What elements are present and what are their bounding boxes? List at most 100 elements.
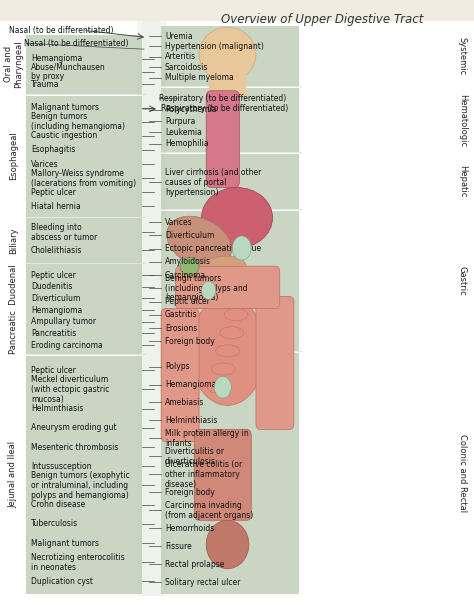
Text: Helminthiasis: Helminthiasis	[31, 404, 83, 413]
Text: Gastritis: Gastritis	[165, 310, 198, 319]
Text: Foreign body: Foreign body	[165, 337, 215, 345]
Text: Multiple myeloma: Multiple myeloma	[165, 73, 234, 82]
Bar	[161, 88, 299, 152]
Text: Hemangioma: Hemangioma	[165, 380, 216, 389]
Bar	[161, 211, 299, 351]
Text: Jejunal and Ileal: Jejunal and Ileal	[9, 442, 18, 508]
Text: Hemangioma: Hemangioma	[31, 306, 82, 315]
Text: Respiratory (to be differentiated): Respiratory (to be differentiated)	[159, 94, 286, 103]
Text: Malignant tumors: Malignant tumors	[31, 103, 99, 112]
Text: Pancreatic  Duodenal: Pancreatic Duodenal	[9, 264, 18, 354]
Text: Carcinoma: Carcinoma	[165, 270, 206, 280]
Circle shape	[232, 236, 251, 260]
Text: Benign tumors
(including polyps and
hemangioma): Benign tumors (including polyps and hema…	[165, 274, 247, 302]
Text: Varices: Varices	[165, 218, 192, 226]
Text: Hemophilia: Hemophilia	[165, 139, 209, 148]
Text: Systemic: Systemic	[458, 37, 466, 75]
Text: Sarcoidosis: Sarcoidosis	[165, 63, 209, 72]
Text: Diverticulum: Diverticulum	[31, 294, 80, 303]
Text: Esophageal: Esophageal	[9, 132, 18, 180]
Text: Solitary rectal ulcer: Solitary rectal ulcer	[165, 578, 240, 587]
Text: Amyloidosis: Amyloidosis	[165, 257, 211, 266]
FancyBboxPatch shape	[194, 430, 251, 520]
Text: Bleeding into
abscess or tumor: Bleeding into abscess or tumor	[31, 223, 97, 241]
Text: Foreign body: Foreign body	[165, 488, 215, 497]
Ellipse shape	[201, 188, 273, 248]
Text: Arteritis: Arteritis	[165, 53, 196, 61]
Text: Aneurysm eroding gut: Aneurysm eroding gut	[31, 424, 117, 433]
Text: Diverticulitis or
diverticulosis: Diverticulitis or diverticulosis	[165, 447, 224, 466]
Text: Nasal (to be differentiated): Nasal (to be differentiated)	[24, 39, 128, 48]
Text: Abuse/Munchausen
by proxy: Abuse/Munchausen by proxy	[31, 62, 106, 81]
Text: Crohn disease: Crohn disease	[31, 500, 85, 509]
Text: Tuberculosis: Tuberculosis	[31, 519, 78, 528]
Text: Esophagitis: Esophagitis	[31, 145, 75, 154]
Text: Caustic ingestion: Caustic ingestion	[31, 131, 97, 140]
Text: Cholelithiasis: Cholelithiasis	[31, 246, 82, 255]
Bar	[161, 26, 299, 86]
FancyBboxPatch shape	[161, 309, 199, 442]
Ellipse shape	[167, 216, 231, 268]
Text: Leukemia: Leukemia	[165, 128, 202, 137]
Circle shape	[214, 376, 231, 398]
Text: Mesenteric thrombosis: Mesenteric thrombosis	[31, 442, 118, 451]
Text: Liver cirrhosis (and other
causes of portal
hypertension): Liver cirrhosis (and other causes of por…	[165, 168, 261, 197]
Text: Hypertension (malignant): Hypertension (malignant)	[165, 42, 264, 51]
Text: Purpura: Purpura	[165, 117, 195, 125]
Bar	[26, 96, 142, 217]
FancyBboxPatch shape	[256, 296, 294, 430]
Text: Polycythemia: Polycythemia	[165, 105, 216, 114]
FancyBboxPatch shape	[206, 91, 239, 188]
Text: Peptic ulcer: Peptic ulcer	[165, 297, 210, 306]
Bar	[142, 21, 161, 596]
Text: Ectopic pancreatic tissue: Ectopic pancreatic tissue	[165, 244, 261, 253]
Text: Hematologic: Hematologic	[458, 94, 466, 146]
Bar	[26, 35, 142, 94]
Text: Respiratory (to be differentiated): Respiratory (to be differentiated)	[161, 105, 288, 113]
Text: Pancreatitis: Pancreatitis	[31, 329, 76, 338]
Text: Peptic ulcer: Peptic ulcer	[31, 270, 76, 280]
Circle shape	[201, 281, 216, 299]
Text: Trauma: Trauma	[31, 80, 59, 89]
Ellipse shape	[206, 520, 249, 569]
Text: Fissure: Fissure	[165, 541, 191, 551]
Text: Benign tumors
(including hemangioma): Benign tumors (including hemangioma)	[31, 113, 125, 131]
Text: Uremia: Uremia	[165, 31, 192, 41]
Text: Duplication cyst: Duplication cyst	[31, 577, 93, 586]
Text: Intussusception: Intussusception	[31, 462, 91, 471]
Text: Hemorrhoids: Hemorrhoids	[165, 524, 214, 533]
Text: Hemangioma: Hemangioma	[31, 54, 82, 64]
Text: Diverticulum: Diverticulum	[165, 231, 214, 240]
Bar	[161, 154, 299, 209]
Text: Carcinoma invading
(from adjacent organs): Carcinoma invading (from adjacent organs…	[165, 501, 253, 520]
Text: Erosions: Erosions	[165, 324, 197, 333]
Text: Gastric: Gastric	[458, 266, 466, 296]
Text: Milk protein allergy in
infants: Milk protein allergy in infants	[165, 429, 249, 448]
Text: Peptic ulcer: Peptic ulcer	[31, 188, 76, 197]
Text: Benign tumors (exophytic
or intraluminal, including
polyps and hemangioma): Benign tumors (exophytic or intraluminal…	[31, 471, 129, 500]
Ellipse shape	[190, 296, 265, 405]
Text: Helminthiasis: Helminthiasis	[165, 416, 217, 425]
Ellipse shape	[190, 256, 246, 289]
Bar	[137, 21, 166, 596]
Ellipse shape	[199, 27, 256, 82]
Text: Polyps: Polyps	[165, 362, 190, 371]
Bar	[26, 356, 142, 594]
Text: Malignant tumors: Malignant tumors	[31, 538, 99, 548]
Text: Meckel diverticulum
(with ectopic gastric
mucosa): Meckel diverticulum (with ectopic gastri…	[31, 375, 109, 404]
Bar	[26, 264, 142, 354]
Text: Overview of Upper Digestive Tract: Overview of Upper Digestive Tract	[221, 13, 423, 26]
Text: Peptic ulcer: Peptic ulcer	[31, 365, 76, 374]
Text: Mallory-Weiss syndrome
(lacerations from vomiting): Mallory-Weiss syndrome (lacerations from…	[31, 169, 136, 188]
Text: Varices: Varices	[31, 160, 58, 169]
Text: Rectal prolapse: Rectal prolapse	[165, 560, 224, 569]
Ellipse shape	[180, 257, 199, 275]
Text: Biliary: Biliary	[9, 227, 18, 254]
Text: Ampullary tumor: Ampullary tumor	[31, 317, 96, 326]
Text: Ulcerative colitis (or
other inflammatory
disease): Ulcerative colitis (or other inflammator…	[165, 460, 242, 488]
Text: Oral and
Pharyngeal: Oral and Pharyngeal	[4, 41, 23, 88]
Text: Nasal (to be differentiated): Nasal (to be differentiated)	[9, 26, 114, 34]
Text: Hepatic: Hepatic	[458, 165, 466, 198]
Text: Hiatal hernia: Hiatal hernia	[31, 202, 81, 211]
Bar	[161, 353, 299, 594]
